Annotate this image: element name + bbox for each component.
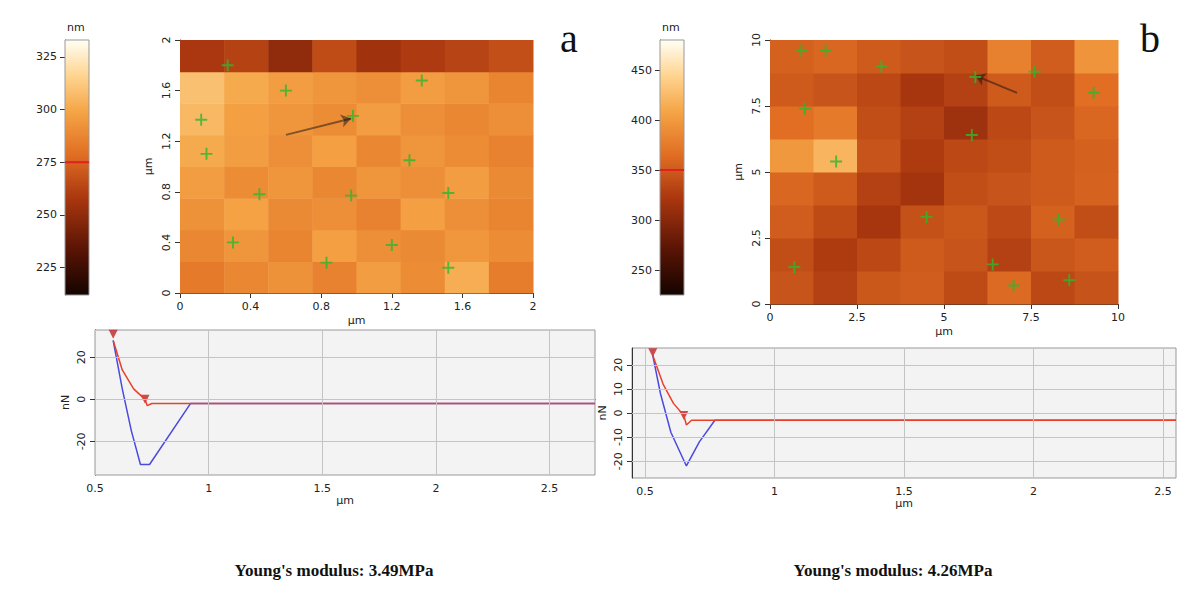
- svg-text:10: 10: [1111, 311, 1125, 324]
- svg-text:250: 250: [631, 264, 652, 277]
- svg-text:350: 350: [631, 164, 652, 177]
- svg-text:0.5: 0.5: [86, 482, 104, 495]
- svg-text:0: 0: [177, 300, 184, 313]
- svg-text:250: 250: [36, 208, 57, 221]
- svg-text:-20: -20: [75, 432, 88, 450]
- svg-text:1.5: 1.5: [895, 485, 913, 498]
- svg-text:2.5: 2.5: [541, 482, 559, 495]
- svg-text:0: 0: [612, 410, 625, 417]
- svg-text:7.5: 7.5: [750, 97, 763, 115]
- svg-text:nm: nm: [662, 21, 680, 34]
- svg-text:0: 0: [767, 311, 774, 324]
- svg-text:1.2: 1.2: [160, 132, 173, 150]
- svg-text:7.5: 7.5: [1022, 311, 1040, 324]
- svg-text:10: 10: [612, 382, 625, 396]
- svg-text:μm: μm: [142, 158, 155, 176]
- svg-text:b: b: [1140, 16, 1160, 61]
- svg-text:μm: μm: [935, 325, 953, 338]
- svg-text:nm: nm: [67, 21, 85, 34]
- svg-text:1.5: 1.5: [314, 482, 332, 495]
- svg-text:μm: μm: [348, 314, 366, 327]
- svg-text:2.5: 2.5: [1154, 485, 1172, 498]
- svg-text:1.6: 1.6: [160, 82, 173, 100]
- svg-text:400: 400: [631, 114, 652, 127]
- svg-text:0.4: 0.4: [242, 300, 260, 313]
- svg-text:0.8: 0.8: [160, 183, 173, 201]
- svg-text:-20: -20: [612, 452, 625, 470]
- svg-text:10: 10: [750, 33, 763, 47]
- svg-text:1.2: 1.2: [383, 300, 401, 313]
- svg-text:20: 20: [75, 350, 88, 364]
- svg-text:1: 1: [771, 485, 778, 498]
- svg-text:2: 2: [432, 482, 439, 495]
- svg-text:2: 2: [160, 37, 173, 44]
- svg-text:5: 5: [750, 169, 763, 176]
- svg-text:0: 0: [160, 290, 173, 297]
- svg-text:275: 275: [36, 156, 57, 169]
- svg-text:2.5: 2.5: [848, 311, 866, 324]
- svg-text:2: 2: [530, 300, 537, 313]
- svg-text:nN: nN: [596, 405, 609, 420]
- svg-text:450: 450: [631, 64, 652, 77]
- svg-text:0: 0: [750, 301, 763, 308]
- svg-text:Young's modulus: 4.26MPa: Young's modulus: 4.26MPa: [794, 561, 993, 580]
- svg-text:2.5: 2.5: [750, 229, 763, 247]
- svg-text:2: 2: [1030, 485, 1037, 498]
- svg-text:0.4: 0.4: [160, 234, 173, 252]
- svg-text:-10: -10: [612, 428, 625, 446]
- svg-text:0.5: 0.5: [636, 485, 654, 498]
- svg-text:Young's modulus: 3.49MPa: Young's modulus: 3.49MPa: [235, 561, 434, 580]
- svg-text:1: 1: [205, 482, 212, 495]
- svg-text:300: 300: [36, 103, 57, 116]
- svg-text:μm: μm: [732, 163, 745, 181]
- svg-text:300: 300: [631, 214, 652, 227]
- svg-text:nN: nN: [59, 395, 72, 410]
- svg-text:5: 5: [941, 311, 948, 324]
- svg-text:μm: μm: [336, 494, 354, 507]
- svg-text:a: a: [560, 16, 578, 61]
- svg-text:0.8: 0.8: [312, 300, 330, 313]
- svg-text:1.6: 1.6: [454, 300, 472, 313]
- svg-text:0: 0: [75, 396, 88, 403]
- svg-text:325: 325: [36, 50, 57, 63]
- svg-text:20: 20: [612, 358, 625, 372]
- svg-text:μm: μm: [895, 497, 913, 510]
- svg-text:225: 225: [36, 261, 57, 274]
